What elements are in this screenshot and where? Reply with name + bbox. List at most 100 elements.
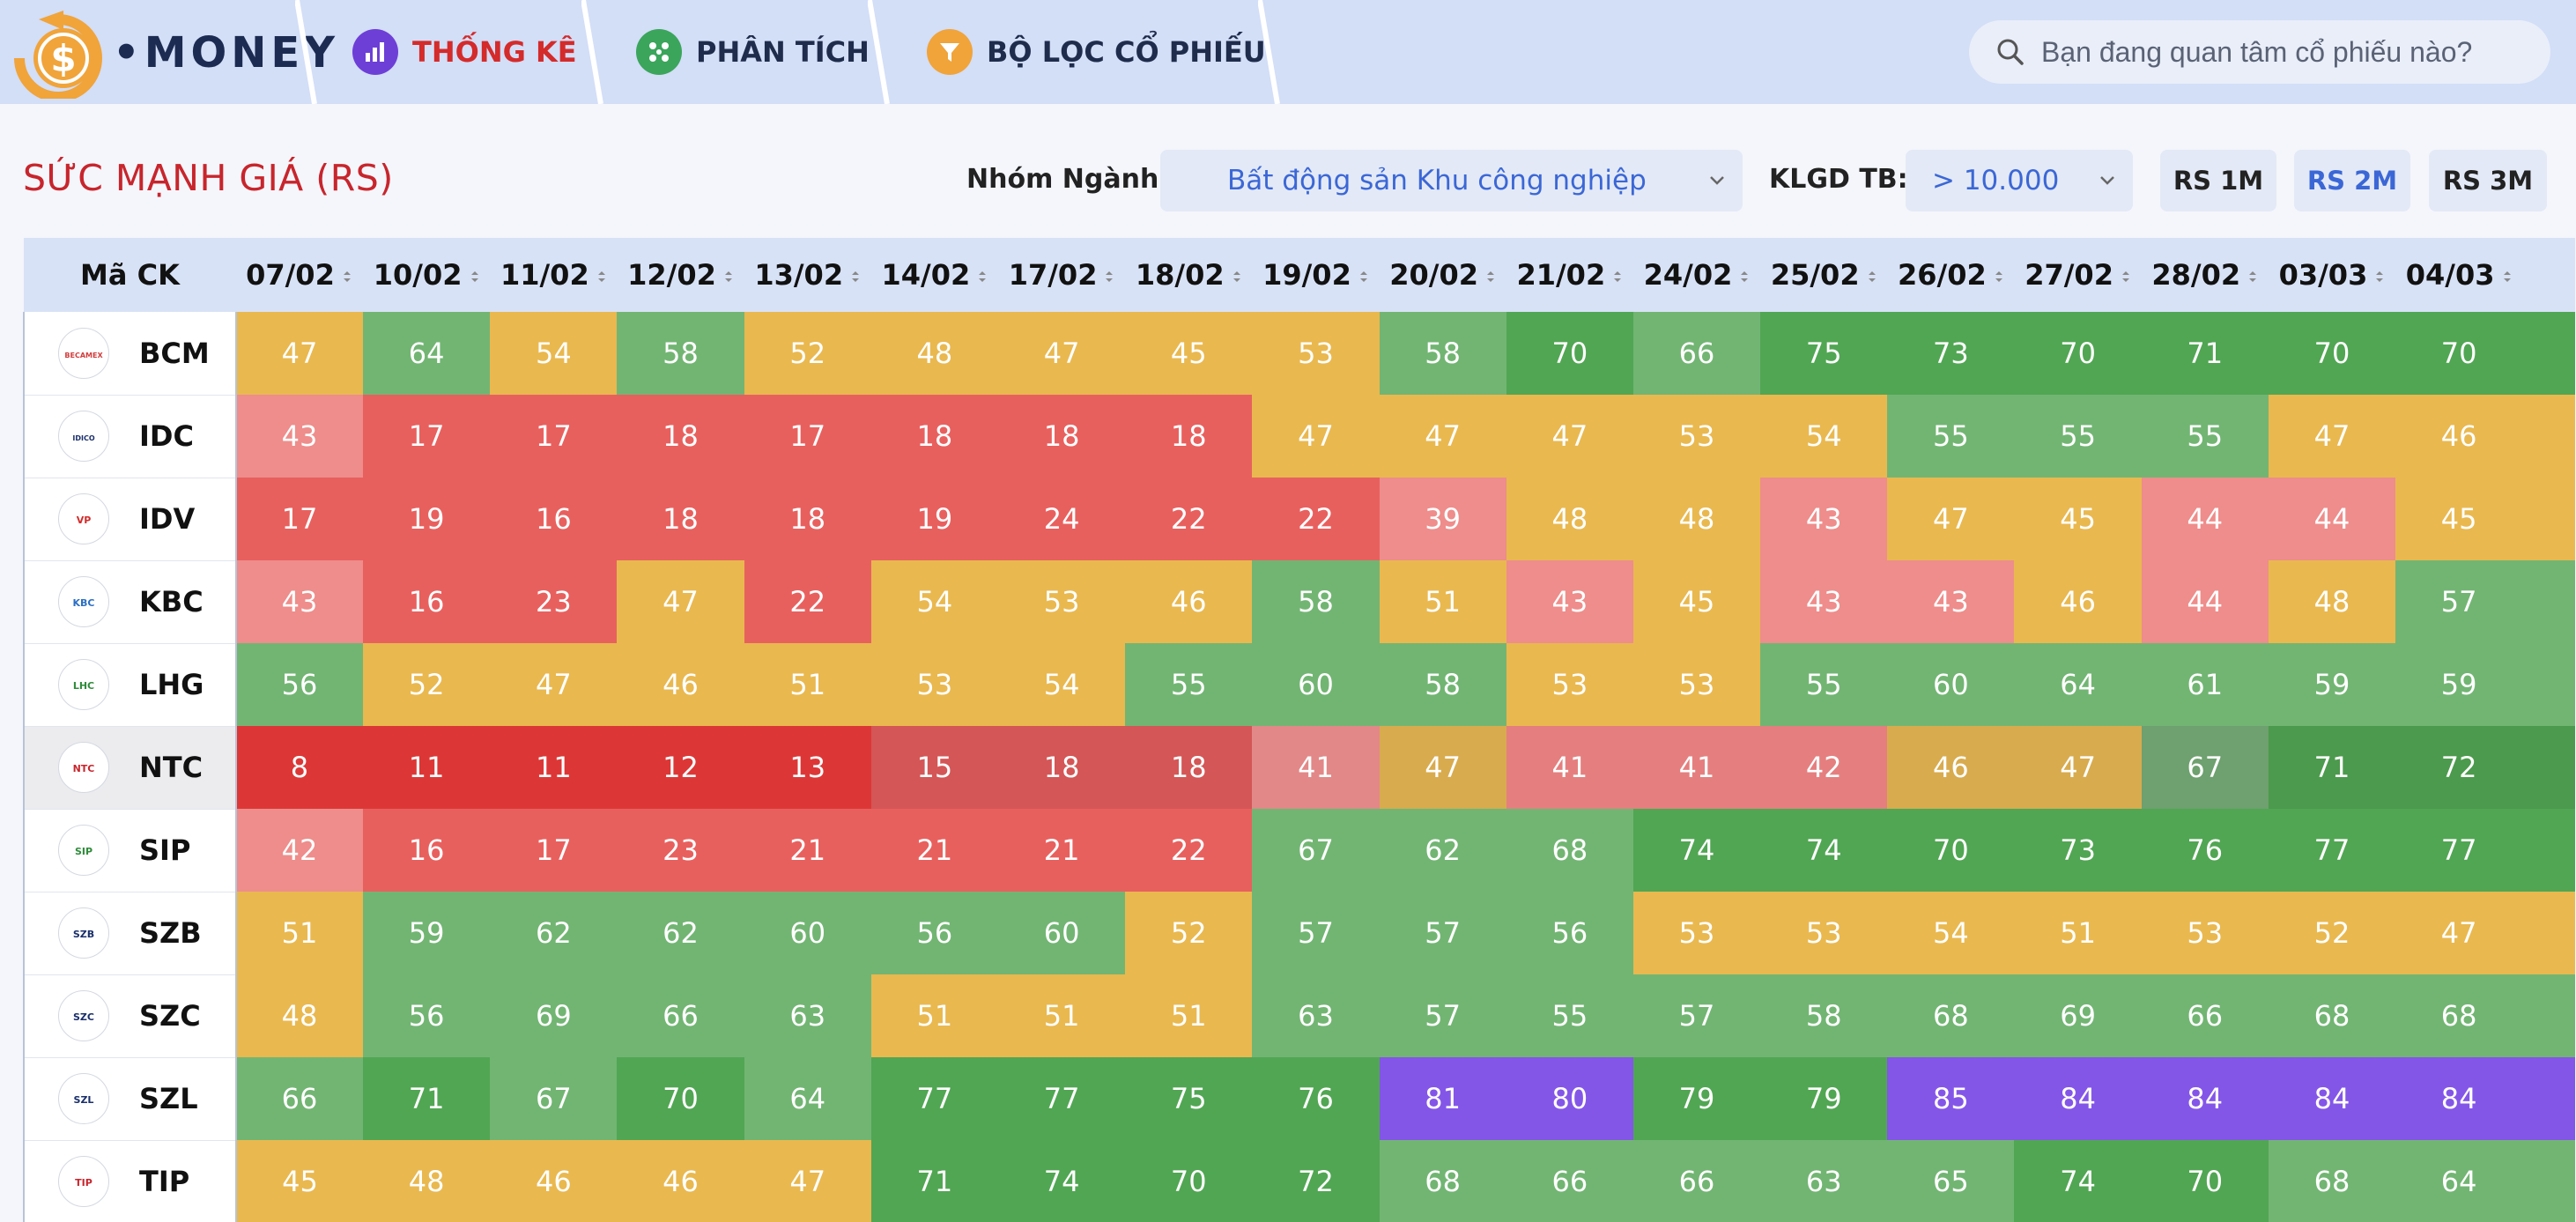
svg-text:VP: VP [77, 515, 92, 526]
sort-icon[interactable] [1867, 269, 1877, 285]
rs-value-cell: 56 [363, 974, 491, 1057]
overflow-cell [2522, 478, 2575, 560]
sort-icon[interactable] [723, 269, 734, 285]
rs-value-cell: 52 [744, 312, 871, 395]
date-column-header[interactable]: 14/02 [870, 238, 998, 312]
rs-1m-button[interactable]: RS 1M [2160, 150, 2276, 211]
date-column-header[interactable]: 20/02 [1379, 238, 1506, 312]
ticker-cell[interactable]: KBC KBC [23, 560, 237, 644]
volume-select[interactable]: > 10.000 [1906, 150, 2133, 211]
date-column-header[interactable]: 25/02 [1760, 238, 1888, 312]
rs-value-cell: 60 [997, 892, 1126, 974]
svg-text:BECAMEX: BECAMEX [64, 352, 103, 359]
rs-value-cell: 57 [1252, 892, 1380, 974]
sort-icon[interactable] [1739, 269, 1750, 285]
ticker-cell[interactable]: VP IDV [23, 478, 237, 561]
sort-icon[interactable] [2247, 269, 2258, 285]
tab-phan-tich[interactable]: PHÂN TÍCH [636, 0, 870, 104]
overflow-cell [2522, 643, 2575, 726]
table-row[interactable]: TIP TIP 45 48 46 46 47 71 74 70 72 68 66 66 63 65 74 70 68… [23, 1140, 2575, 1222]
rs-2m-button[interactable]: RS 2M [2294, 150, 2410, 211]
rs-value-cell: 46 [490, 1140, 618, 1222]
search-box[interactable] [1969, 20, 2550, 84]
search-input[interactable] [2041, 35, 2535, 69]
table-row[interactable]: LHC LHG 56 52 47 46 51 53 54 55 60 58 53 53 55 60 64 61 59… [23, 643, 2575, 727]
sort-icon[interactable] [1232, 269, 1242, 285]
sort-icon[interactable] [850, 269, 861, 285]
date-column-header[interactable]: 18/02 [1125, 238, 1253, 312]
table-row[interactable]: SZC SZC 48 56 69 66 63 51 51 51 63 57 55 57 58 68 69 66 68… [23, 974, 2575, 1058]
ticker-cell[interactable]: NTC NTC [23, 726, 237, 810]
date-column-header[interactable]: 04/03 [2395, 238, 2523, 312]
date-column-header[interactable]: 11/02 [490, 238, 618, 312]
ticker-cell[interactable]: BECAMEX BCM [23, 312, 237, 396]
sort-icon[interactable] [470, 269, 480, 285]
date-column-header[interactable]: 21/02 [1506, 238, 1633, 312]
rs-value-cell: 21 [870, 809, 998, 892]
date-column-header[interactable]: 10/02 [363, 238, 491, 312]
sort-icon[interactable] [2374, 269, 2385, 285]
date-column-header[interactable]: 24/02 [1632, 238, 1761, 312]
sort-icon[interactable] [2502, 269, 2513, 285]
rs-value-cell: 16 [363, 560, 491, 643]
table-row[interactable]: KBC KBC 43 16 23 47 22 54 53 46 58 51 43 45 43 43 46 44 48… [23, 560, 2575, 644]
sort-icon[interactable] [1612, 269, 1623, 285]
rs-value-cell: 52 [2268, 892, 2396, 974]
nav-separator [1258, 0, 1280, 104]
date-column-header[interactable]: 17/02 [997, 238, 1126, 312]
ticker-cell[interactable]: SZB SZB [23, 892, 237, 975]
rs-value-cell: 18 [997, 726, 1126, 809]
ticker-symbol: IDC [139, 419, 194, 453]
rs-table-container[interactable]: Mã CK 07/02 10/02 11/02 12/02 13/02 14/02 17/0… [23, 238, 2576, 1222]
sort-icon[interactable] [1485, 269, 1496, 285]
date-column-header[interactable]: 26/02 [1887, 238, 2015, 312]
table-row[interactable]: IDICO IDC 43 17 17 18 17 18 18 18 47 47 47 53 54 55 55 55… [23, 395, 2575, 478]
rs-value-cell: 63 [1252, 974, 1380, 1057]
sort-icon[interactable] [1104, 269, 1114, 285]
tab-bo-loc-label: BỘ LỌC CỔ PHIẾU [987, 35, 1266, 69]
rs-value-cell: 18 [744, 478, 871, 560]
ticker-cell[interactable]: SZC SZC [23, 974, 237, 1058]
date-column-header[interactable]: 07/02 [235, 238, 364, 312]
rs-3m-button[interactable]: RS 3M [2429, 150, 2547, 211]
rs-value-cell: 68 [1379, 1140, 1506, 1222]
company-logo: SZB [58, 907, 109, 959]
date-column-header[interactable]: 03/03 [2268, 238, 2396, 312]
rs-value-cell: 63 [1760, 1140, 1888, 1222]
table-row[interactable]: SZL SZL 66 71 67 70 64 77 77 75 76 81 80 79 79 85 84 84 84… [23, 1057, 2575, 1141]
rs-value-cell: 12 [617, 726, 744, 809]
brand-logo[interactable]: $ •MONEY [12, 7, 339, 99]
table-row[interactable]: BECAMEX BCM 47 64 54 58 52 48 47 45 53 58 70 66 75 73 70… [23, 312, 2575, 396]
date-column-header[interactable]: 19/02 [1252, 238, 1380, 312]
rs-value-cell: 47 [617, 560, 744, 643]
table-row[interactable]: SIP SIP 42 16 17 23 21 21 21 22 67 62 68 74 74 70 73 76 77… [23, 809, 2575, 892]
rs-value-cell: 45 [2395, 478, 2523, 560]
tab-bo-loc-co-phieu[interactable]: BỘ LỌC CỔ PHIẾU [927, 0, 1266, 104]
sort-icon[interactable] [596, 269, 607, 285]
rs-value-cell: 41 [1252, 726, 1380, 809]
ticker-cell[interactable]: SIP SIP [23, 809, 237, 892]
rs-value-cell: 61 [2141, 643, 2269, 726]
sort-icon[interactable] [1994, 269, 2004, 285]
rs-value-cell: 56 [1506, 892, 1633, 974]
sort-icon[interactable] [342, 269, 352, 285]
sort-icon[interactable] [977, 269, 988, 285]
rs-value-cell: 47 [1506, 395, 1633, 478]
ticker-cell[interactable]: LHC LHG [23, 643, 237, 727]
ticker-cell[interactable]: TIP TIP [23, 1140, 237, 1222]
date-column-header[interactable]: 13/02 [744, 238, 871, 312]
rs-value-cell: 42 [235, 809, 364, 892]
ticker-cell[interactable]: SZL SZL [23, 1057, 237, 1141]
industry-select[interactable]: Bất động sản Khu công nghiệp [1160, 150, 1743, 211]
ticker-cell[interactable]: IDICO IDC [23, 395, 237, 478]
table-row[interactable]: SZB SZB 51 59 62 62 60 56 60 52 57 57 56 53 53 54 51 53 52… [23, 892, 2575, 975]
date-column-header[interactable]: 27/02 [2014, 238, 2142, 312]
table-row[interactable]: NTC NTC 8 11 11 12 13 15 18 18 41 47 41 41 42 46 47 67 71 7… [23, 726, 2575, 810]
tab-thong-ke[interactable]: THỐNG KÊ [352, 0, 577, 104]
ticker-column-header[interactable]: Mã CK [24, 238, 236, 312]
sort-icon[interactable] [1358, 269, 1369, 285]
date-column-header[interactable]: 28/02 [2141, 238, 2269, 312]
date-column-header[interactable]: 12/02 [617, 238, 744, 312]
table-row[interactable]: VP IDV 17 19 16 18 18 19 24 22 22 39 48 48 43 47 45 44 44 4… [23, 478, 2575, 561]
sort-icon[interactable] [2121, 269, 2131, 285]
